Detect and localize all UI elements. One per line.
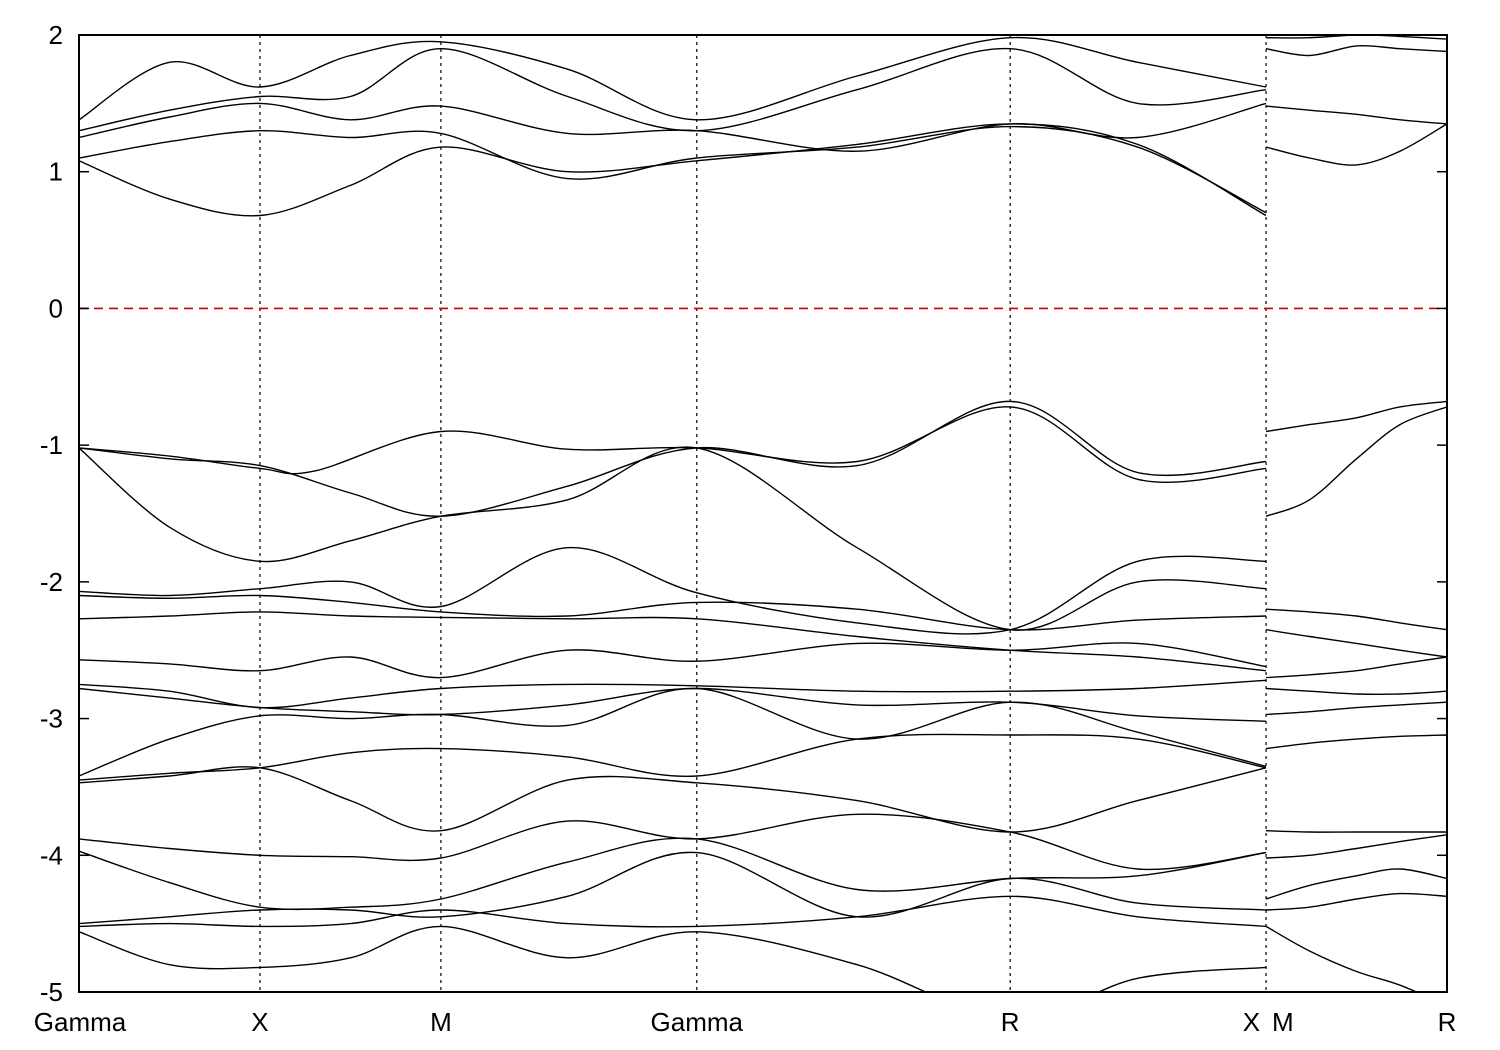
band-line xyxy=(1265,834,1447,859)
band-line xyxy=(79,925,1267,992)
band-line xyxy=(1265,608,1447,631)
band-line xyxy=(79,642,1267,679)
y-tick-label: -3 xyxy=(40,704,63,734)
band-line xyxy=(1265,123,1447,166)
x-tick-label: X xyxy=(1243,1007,1260,1037)
band-line xyxy=(79,733,1267,781)
y-tick-label: 0 xyxy=(49,293,63,323)
band-line xyxy=(79,766,1267,833)
band-line xyxy=(79,102,1267,152)
x-tick-label: R xyxy=(1438,1007,1457,1037)
band-line xyxy=(1265,868,1447,900)
band-line xyxy=(79,446,1267,631)
y-tick-label: -4 xyxy=(40,840,63,870)
band-line xyxy=(79,36,1267,121)
band-line xyxy=(79,400,1267,517)
x-tick-label: R xyxy=(1001,1007,1020,1037)
x-tick-label: M xyxy=(430,1007,452,1037)
band-line xyxy=(1265,35,1447,40)
x-tick-label: Gamma xyxy=(651,1007,744,1037)
band-lines xyxy=(79,35,1447,992)
x-tick-label: M xyxy=(1272,1007,1294,1037)
band-line xyxy=(1265,656,1447,679)
band-line xyxy=(79,406,1267,483)
band-line xyxy=(79,594,1267,631)
band-line xyxy=(79,125,1267,214)
band-line xyxy=(79,813,1267,871)
x-axis-labels: Gamma X M Gamma R X M R xyxy=(34,1007,1457,1037)
band-line xyxy=(79,679,1267,709)
high-symmetry-lines xyxy=(259,35,1267,992)
band-line xyxy=(79,851,1267,925)
band-line xyxy=(1265,44,1447,57)
plot-frame xyxy=(78,34,1448,993)
y-tick-label: 1 xyxy=(49,157,63,187)
y-tick-label: -5 xyxy=(40,977,63,1007)
band-line xyxy=(1265,687,1447,695)
y-axis-ticks: -5 -4 -3 -2 -1 0 1 2 xyxy=(40,20,1447,1007)
y-tick-label: -1 xyxy=(40,430,63,460)
band-line xyxy=(1265,734,1447,750)
band-line xyxy=(79,611,1267,672)
band-line xyxy=(79,123,1267,217)
band-line xyxy=(79,837,1267,911)
band-line xyxy=(1265,105,1447,125)
y-tick-label: -2 xyxy=(40,567,63,597)
band-line xyxy=(1265,701,1447,716)
band-line xyxy=(79,687,1267,722)
band-line xyxy=(1265,830,1447,833)
band-line xyxy=(79,47,1267,132)
band-line xyxy=(79,687,1267,777)
band-line xyxy=(1265,406,1447,517)
band-line xyxy=(1265,925,1419,992)
band-line xyxy=(1265,629,1447,658)
band-line xyxy=(1265,892,1447,911)
x-tick-label: X xyxy=(251,1007,268,1037)
y-tick-label: 2 xyxy=(49,20,63,50)
band-line xyxy=(1265,400,1447,433)
x-tick-label: Gamma xyxy=(34,1007,127,1037)
band-line xyxy=(79,895,1267,928)
